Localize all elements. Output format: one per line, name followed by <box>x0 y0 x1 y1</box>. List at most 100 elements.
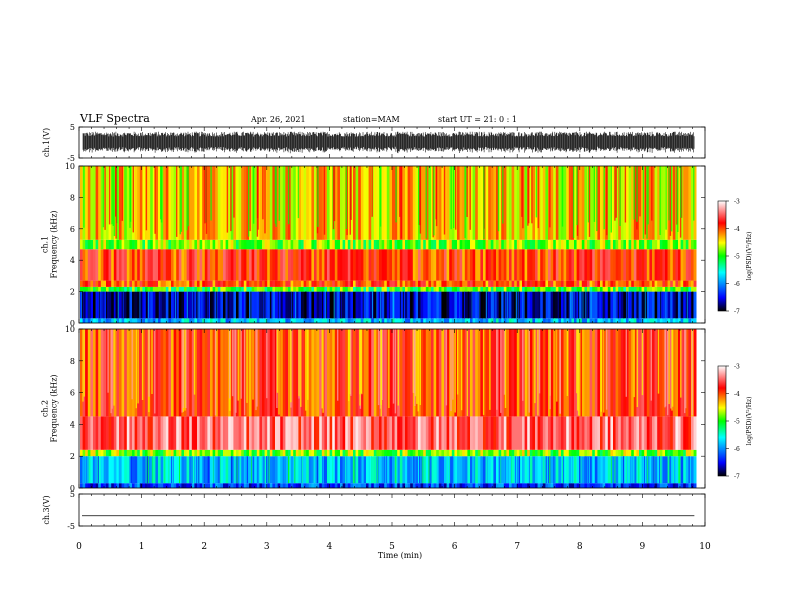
ch1-spec-cell <box>496 286 499 292</box>
ch1-spec-cell <box>238 239 242 250</box>
ch1-spec-cell <box>394 280 398 287</box>
ch1-spec-cell <box>139 239 143 250</box>
ch1-spec-streak <box>205 166 208 234</box>
ch1-spec-cell <box>620 280 624 287</box>
ch1-spec-cell <box>415 318 419 323</box>
ch1-spec-cell <box>592 239 596 250</box>
ch1-spec-cell <box>600 286 603 292</box>
ch2-spec-cell <box>524 456 528 484</box>
ch2-spec-cell <box>587 329 590 417</box>
ch2-spec-low-streak <box>288 456 289 484</box>
ch1-spec-low-streak <box>412 291 414 319</box>
ch1-spec-streak <box>102 166 105 228</box>
ch2-spec-cell <box>550 483 554 488</box>
ch1-spec-cell <box>607 280 611 287</box>
ch2-spec-cell <box>425 449 429 457</box>
ch1-spec-cell <box>436 166 440 240</box>
ch1-spec-cell <box>194 239 198 250</box>
ch1-spec-cell <box>345 239 349 250</box>
ch2-spec-cell <box>441 483 445 488</box>
ch1-spec-cell <box>152 280 156 287</box>
ch1-spec-cell <box>384 166 388 240</box>
ch2-spec-cell <box>563 483 567 488</box>
ch2-spec-cell <box>626 449 629 457</box>
ch2-spec-cell <box>399 329 403 417</box>
ch2-spec-cell <box>314 483 317 488</box>
ch1-spec-cell <box>324 291 328 319</box>
ch1-spec-cell <box>532 291 536 319</box>
ch2-spec-cell <box>620 449 624 457</box>
ch1-spec-cell <box>597 280 601 287</box>
ch1-spec-cell <box>139 280 143 287</box>
ch1-spec-cell <box>516 166 520 240</box>
ch1-spec-cell <box>329 291 333 319</box>
ch2-spec-cell <box>631 449 635 457</box>
ch2-spec-low-streak <box>314 456 316 484</box>
ch1-spec-cell <box>444 318 447 323</box>
ch1-spec-cell <box>132 291 135 319</box>
ch1-spec-cell <box>303 166 307 240</box>
ch1-spec-cell <box>514 239 518 250</box>
ch2-spec-cell <box>602 449 606 457</box>
ch1-spec-cell <box>506 318 510 323</box>
ch1-spec-cell <box>132 280 135 287</box>
ch2-spec-cell <box>321 456 325 484</box>
ch1-spec-cell <box>314 249 317 281</box>
ch1-spec-cell <box>217 249 221 281</box>
ch1-spec-cell <box>337 249 341 281</box>
ch1-spec-low-streak <box>214 291 216 319</box>
ch1-spec-cell <box>527 249 531 281</box>
ch1-spec-cell <box>215 286 219 292</box>
ch2-spec-cell <box>85 416 89 450</box>
ch1-spec-cell <box>386 291 390 319</box>
ch2-spec-cell <box>691 456 694 484</box>
ch1-spec-cell <box>230 318 234 323</box>
ch1-spec-cell <box>444 286 447 292</box>
ch1-spec-low-streak <box>212 291 214 319</box>
ch2-spec-cell <box>485 449 489 457</box>
ch1-spec-cell <box>134 286 138 292</box>
ch1-spec-cell <box>472 249 476 281</box>
ch1-spec-cell <box>165 166 169 240</box>
ch1-spec-cell <box>665 291 668 319</box>
ch1-spec-cell <box>308 239 312 250</box>
ch1-spec-cell <box>129 318 133 323</box>
ch1-spec-cell <box>124 286 128 292</box>
ch1-spec-cell <box>672 291 676 319</box>
ch2-spec-cell <box>519 416 523 450</box>
ch2-spec-low-streak <box>171 456 173 484</box>
ch1-spec-cell <box>353 318 356 323</box>
ch1-spec-cell <box>410 291 414 319</box>
ch2-spec-low-streak <box>241 456 243 484</box>
ch1-spec-cell <box>288 318 291 323</box>
ch1-spec-low-streak <box>338 291 340 319</box>
ch1-spec-cell <box>243 239 247 250</box>
ch1-spec-cell <box>186 318 190 323</box>
ch2-spec-low-streak <box>638 456 640 484</box>
ch1-spec-cell <box>623 239 627 250</box>
ch2-spec-cell <box>246 483 250 488</box>
ch2-spec-cell <box>597 483 601 488</box>
ch1-spec-cell <box>347 249 351 281</box>
ch1-spec-streak <box>633 166 635 220</box>
ch1-spec-cell <box>438 249 442 281</box>
ch2-spec-cell <box>147 483 151 488</box>
ch1-spec-cell <box>379 249 382 281</box>
ch2-spec-cell <box>654 456 658 484</box>
ch2-spec-streak <box>135 329 137 409</box>
ch1-spec-cell <box>163 318 167 323</box>
ch1-spec-cell <box>444 280 447 287</box>
ch1-spec-cell <box>532 286 536 292</box>
ch1-spec-cell <box>290 318 294 323</box>
ch2-spec-cell <box>384 329 388 417</box>
ch1-spec-cell <box>683 280 687 287</box>
ch1-spec-cell <box>111 280 115 287</box>
ch2-spec-cell <box>129 416 133 450</box>
ch1-spec-cell <box>691 280 694 287</box>
ch2-spec-cell <box>477 449 481 457</box>
ch1-spec-cell <box>587 280 590 287</box>
ch1-spec-cell <box>368 239 372 250</box>
ch1-spec-cell <box>623 318 627 323</box>
ch1-spec-cell <box>480 249 484 281</box>
ch1-spec-cell <box>610 286 614 292</box>
